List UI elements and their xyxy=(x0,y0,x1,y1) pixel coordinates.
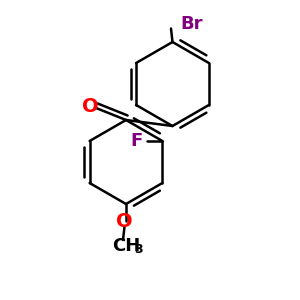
Text: 3: 3 xyxy=(135,243,143,256)
Text: O: O xyxy=(116,212,133,231)
Text: CH: CH xyxy=(112,237,140,255)
Text: Br: Br xyxy=(180,15,203,33)
Text: O: O xyxy=(82,97,98,116)
Text: F: F xyxy=(130,132,143,150)
